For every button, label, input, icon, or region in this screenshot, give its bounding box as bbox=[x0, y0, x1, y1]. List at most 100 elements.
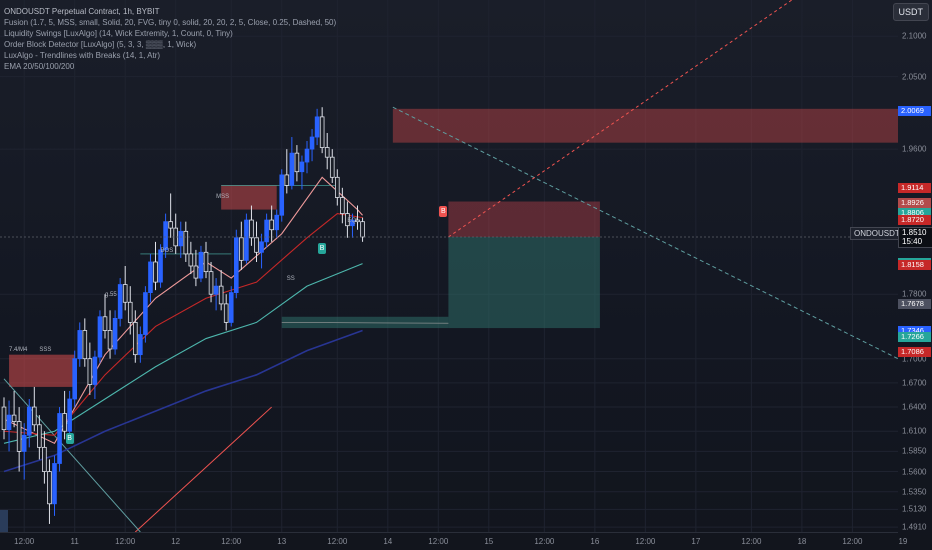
candle bbox=[1, 406, 7, 431]
candle bbox=[6, 414, 12, 431]
bearish-order-block bbox=[221, 185, 277, 210]
candle bbox=[254, 237, 259, 253]
candle bbox=[355, 219, 360, 223]
indicator-legend: ONDOUSDT Perpetual Contract, 1h, BYBIT F… bbox=[4, 6, 336, 72]
ema-line-ema200 bbox=[3, 329, 363, 473]
price-tick-label: 1.7800 bbox=[902, 289, 927, 299]
candle bbox=[213, 285, 219, 295]
indicator-ema[interactable]: EMA 20/50/100/200 bbox=[4, 62, 75, 71]
candle bbox=[259, 241, 264, 253]
candle bbox=[178, 230, 184, 247]
time-tick-label: 19 bbox=[898, 537, 908, 546]
candle bbox=[249, 219, 254, 239]
candle bbox=[279, 174, 285, 216]
candle bbox=[223, 303, 229, 323]
candle bbox=[127, 301, 133, 323]
symbol-title: ONDOUSDT Perpetual Contract, 1h, BYBIT bbox=[4, 7, 160, 16]
time-tick-label: 18 bbox=[797, 537, 807, 546]
candle bbox=[77, 330, 83, 360]
currency-selector[interactable]: USDT bbox=[892, 3, 929, 21]
time-tick-label: 17 bbox=[691, 537, 701, 546]
signal-bubble[interactable]: B bbox=[318, 243, 327, 255]
candle bbox=[350, 219, 355, 227]
candle bbox=[334, 176, 340, 198]
candle bbox=[294, 152, 300, 173]
last-price: 1.8510 bbox=[902, 228, 927, 237]
candle bbox=[193, 265, 199, 279]
candle bbox=[117, 284, 123, 319]
trendline bbox=[134, 406, 272, 532]
indicator-order-block[interactable]: Order Block Detector [LuxAlgo] (5, 3, 3,… bbox=[4, 40, 197, 49]
candle bbox=[329, 156, 335, 178]
candle bbox=[233, 237, 239, 293]
candle bbox=[21, 434, 27, 452]
price-tag: 1.9114 bbox=[898, 183, 931, 194]
signal-bubble[interactable]: B bbox=[65, 432, 74, 444]
time-tick-label: 12:00 bbox=[221, 537, 242, 546]
demand-zone bbox=[281, 316, 449, 329]
price-chart[interactable] bbox=[0, 0, 898, 532]
candle bbox=[319, 116, 325, 148]
price-tick-label: 1.4910 bbox=[902, 522, 927, 532]
signal-bubble[interactable]: B bbox=[439, 206, 448, 218]
candle bbox=[97, 316, 103, 358]
candle bbox=[314, 116, 320, 138]
candle bbox=[57, 413, 62, 464]
candle bbox=[340, 197, 345, 215]
price-tick-label: 1.7000 bbox=[902, 354, 927, 364]
indicator-liquidity-swings[interactable]: Liquidity Swings [LuxAlgo] (14, Wick Ext… bbox=[4, 29, 233, 38]
candle bbox=[309, 136, 315, 150]
structure-annotation: 7.4/M4 bbox=[9, 346, 28, 353]
price-tick-label: 1.5130 bbox=[902, 504, 927, 514]
price-tick-label: 1.5600 bbox=[902, 467, 927, 477]
bearish-order-block bbox=[392, 108, 898, 143]
time-tick-label: 11 bbox=[70, 537, 79, 546]
time-tick-label: 12:00 bbox=[842, 537, 863, 546]
candle bbox=[324, 147, 330, 158]
structure-annotation: g.55 bbox=[105, 291, 117, 298]
symbol-line-label: ONDOUSDT.P bbox=[850, 227, 911, 240]
scroll-handle[interactable] bbox=[0, 510, 8, 532]
price-tag: 1.7266 bbox=[898, 332, 931, 343]
candle bbox=[304, 148, 310, 163]
candle bbox=[284, 174, 290, 186]
candle bbox=[345, 213, 350, 227]
indicator-fusion[interactable]: Fusion (1.7, 5, MSS, small, Solid, 20, F… bbox=[4, 18, 337, 27]
candle bbox=[244, 219, 249, 261]
candle bbox=[11, 414, 17, 422]
time-tick-label: 12:00 bbox=[534, 537, 555, 546]
candle bbox=[67, 398, 72, 432]
price-tag: 1.8926 bbox=[898, 198, 931, 209]
price-axis[interactable]: 2.1000 2.0500 1.9600 1.7800 1.7000 1.6700 1.64… bbox=[898, 0, 932, 532]
candle bbox=[92, 356, 98, 385]
indicator-trendlines[interactable]: LuxAlgo - Trendlines with Breaks (14, 1,… bbox=[4, 51, 161, 60]
candle bbox=[188, 253, 194, 267]
structure-annotation: SS bbox=[286, 276, 295, 283]
candle bbox=[102, 316, 108, 331]
price-tick-label: 1.6700 bbox=[902, 378, 927, 388]
time-axis[interactable]: 12:00 11 12:00 12 12:00 13 12:00 14 12:00 15 12:00… bbox=[0, 532, 907, 550]
candle bbox=[158, 249, 163, 283]
candle bbox=[72, 358, 78, 400]
time-tick-label: 12:00 bbox=[741, 537, 762, 546]
structure-annotation: SSS bbox=[39, 346, 52, 353]
bar-countdown: 15:40 bbox=[902, 237, 923, 246]
price-tick-label: 1.6100 bbox=[902, 426, 927, 436]
candle bbox=[143, 292, 148, 335]
price-tag: 1.7678 bbox=[898, 299, 931, 310]
candle bbox=[218, 285, 224, 305]
structure-annotation: EQL bbox=[347, 218, 360, 225]
price-tag: 1.8806 bbox=[898, 208, 931, 219]
candle bbox=[122, 284, 128, 303]
candle bbox=[132, 322, 138, 356]
candle bbox=[37, 424, 42, 448]
time-tick-label: 14 bbox=[383, 537, 393, 546]
candle bbox=[42, 446, 47, 472]
time-tick-label: 12 bbox=[171, 537, 181, 546]
candle bbox=[274, 214, 279, 231]
time-tick-label: 12:00 bbox=[635, 537, 656, 546]
candle bbox=[163, 221, 168, 251]
candle bbox=[360, 221, 365, 238]
price-tag: 2.0069 bbox=[898, 106, 931, 117]
